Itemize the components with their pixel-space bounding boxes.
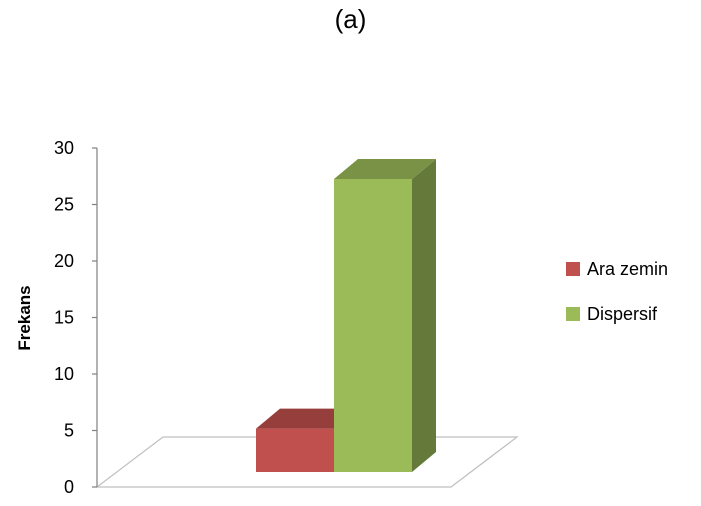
legend-label: Dispersif — [587, 304, 658, 324]
y-axis-label: Frekans — [15, 285, 34, 350]
panel-label: (a) — [334, 4, 367, 34]
y-tick-label: 10 — [54, 364, 74, 384]
bars — [256, 159, 436, 472]
legend: Ara zemin Dispersif — [566, 259, 668, 324]
y-tick-label: 25 — [54, 195, 74, 215]
y-tick-label: 20 — [54, 251, 74, 271]
y-tick-label: 5 — [64, 421, 74, 441]
bar-dispersif — [334, 159, 436, 472]
bar-top — [256, 408, 358, 429]
legend-swatch — [566, 262, 580, 276]
bar-top — [334, 159, 436, 179]
bar-front — [334, 179, 412, 472]
y-tick-label: 15 — [54, 308, 74, 328]
legend-label: Ara zemin — [587, 259, 668, 279]
y-tick-label: 30 — [54, 138, 74, 158]
legend-swatch — [566, 307, 580, 321]
y-axis-ticks: 0 5 10 15 20 25 30 — [54, 138, 97, 497]
bar-side — [412, 159, 436, 472]
y-tick-label: 0 — [64, 477, 74, 497]
bar-front — [256, 428, 334, 472]
